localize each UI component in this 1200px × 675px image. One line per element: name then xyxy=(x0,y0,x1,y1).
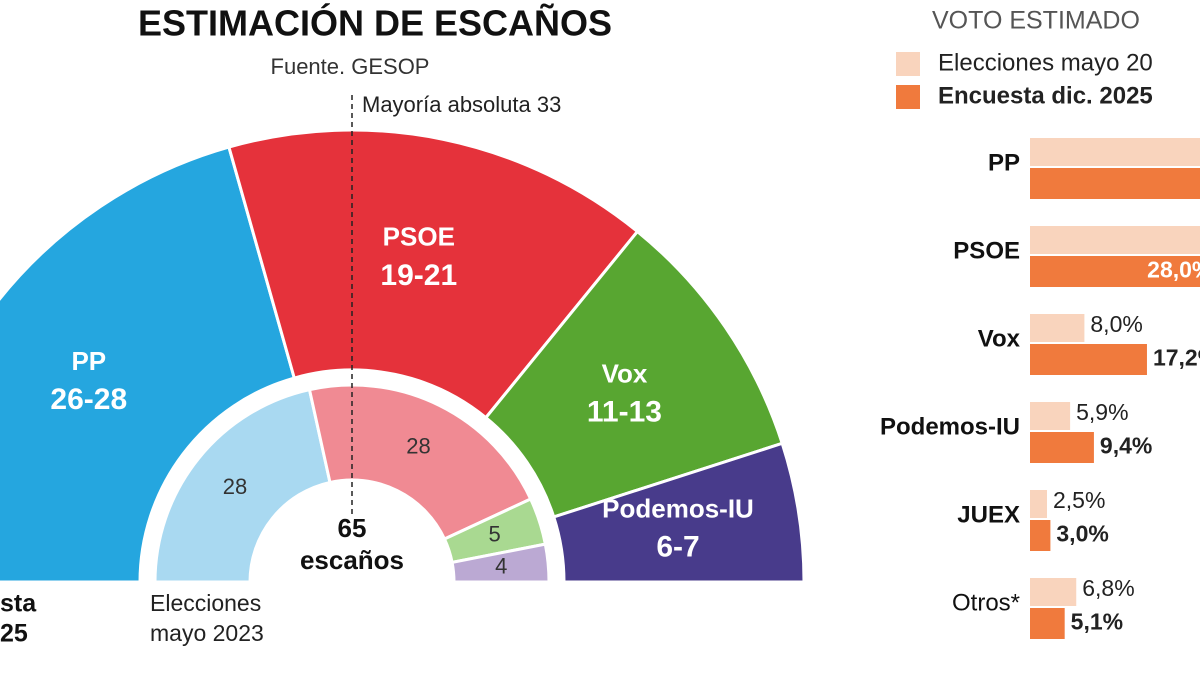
inner-label: 28 xyxy=(406,433,430,458)
category-label: PP xyxy=(988,149,1020,176)
bar xyxy=(1030,314,1085,342)
majority-label: Mayoría absoluta 33 xyxy=(362,92,561,117)
center-label: 65 xyxy=(338,513,367,543)
center-label: escaños xyxy=(300,545,404,575)
seat-range-label: 11-13 xyxy=(587,396,662,429)
inner-segment xyxy=(450,542,551,584)
chart-title: ESTIMACIÓN DE ESCAÑOS xyxy=(138,2,612,44)
bar xyxy=(1030,490,1047,518)
category-label: JUEX xyxy=(957,501,1020,528)
value-label: 28,0% xyxy=(1147,257,1200,283)
value-label: 8,0% xyxy=(1090,311,1142,337)
value-label: 5,9% xyxy=(1076,399,1128,425)
bar xyxy=(1030,578,1077,606)
party-label: Vox xyxy=(602,359,648,389)
outer-segment xyxy=(227,128,640,420)
legend-swatch xyxy=(896,52,920,76)
bar xyxy=(1030,520,1051,551)
bar xyxy=(1030,608,1065,639)
inner-ring-name: mayo 2023 xyxy=(150,620,264,646)
subtitle: Fuente. GESOP xyxy=(271,54,430,79)
value-label: 6,8% xyxy=(1082,575,1134,601)
legend-label: Elecciones mayo 20 xyxy=(938,49,1153,76)
value-label: 17,2% xyxy=(1153,345,1200,371)
seat-range-label: 26-28 xyxy=(50,383,127,416)
value-label: 2,5% xyxy=(1053,487,1105,513)
category-label: Vox xyxy=(978,325,1021,352)
outer-ring-name: sta xyxy=(0,590,37,618)
party-label: PSOE xyxy=(383,222,455,252)
category-label: Podemos-IU xyxy=(880,413,1020,440)
inner-label: 28 xyxy=(223,474,247,499)
value-label: 9,4% xyxy=(1100,433,1152,459)
legend-label: Encuesta dic. 2025 xyxy=(938,82,1153,109)
bar xyxy=(1030,432,1094,463)
bar xyxy=(1030,168,1200,199)
bar xyxy=(1030,256,1200,287)
outer-segment xyxy=(551,441,806,584)
party-label: PP xyxy=(71,346,106,376)
bar xyxy=(1030,226,1200,254)
donut-layer: PP 26-28 PSOE 19-21 Vox 11-13 Podemos-IU 6-7 28 2… xyxy=(0,128,806,584)
inner-segment xyxy=(307,383,533,542)
party-label: Podemos-IU xyxy=(602,494,754,524)
bar xyxy=(1030,138,1200,166)
bar-title: VOTO ESTIMADO xyxy=(932,7,1140,35)
outer-ring-name: 25 xyxy=(0,620,28,648)
inner-label: 5 xyxy=(489,521,501,546)
category-label: PSOE xyxy=(953,237,1020,264)
legend-swatch xyxy=(896,85,920,109)
value-label: 5,1% xyxy=(1071,609,1123,635)
outer-segment xyxy=(0,145,297,584)
seat-range-label: 6-7 xyxy=(656,531,699,564)
bar xyxy=(1030,344,1147,375)
bar xyxy=(1030,402,1071,430)
inner-label: 4 xyxy=(495,553,507,578)
category-label: Otros* xyxy=(952,589,1020,616)
value-label: 3,0% xyxy=(1056,521,1108,547)
inner-ring-name: Elecciones xyxy=(150,590,261,616)
inner-segment xyxy=(153,387,332,584)
seat-range-label: 19-21 xyxy=(380,259,457,292)
